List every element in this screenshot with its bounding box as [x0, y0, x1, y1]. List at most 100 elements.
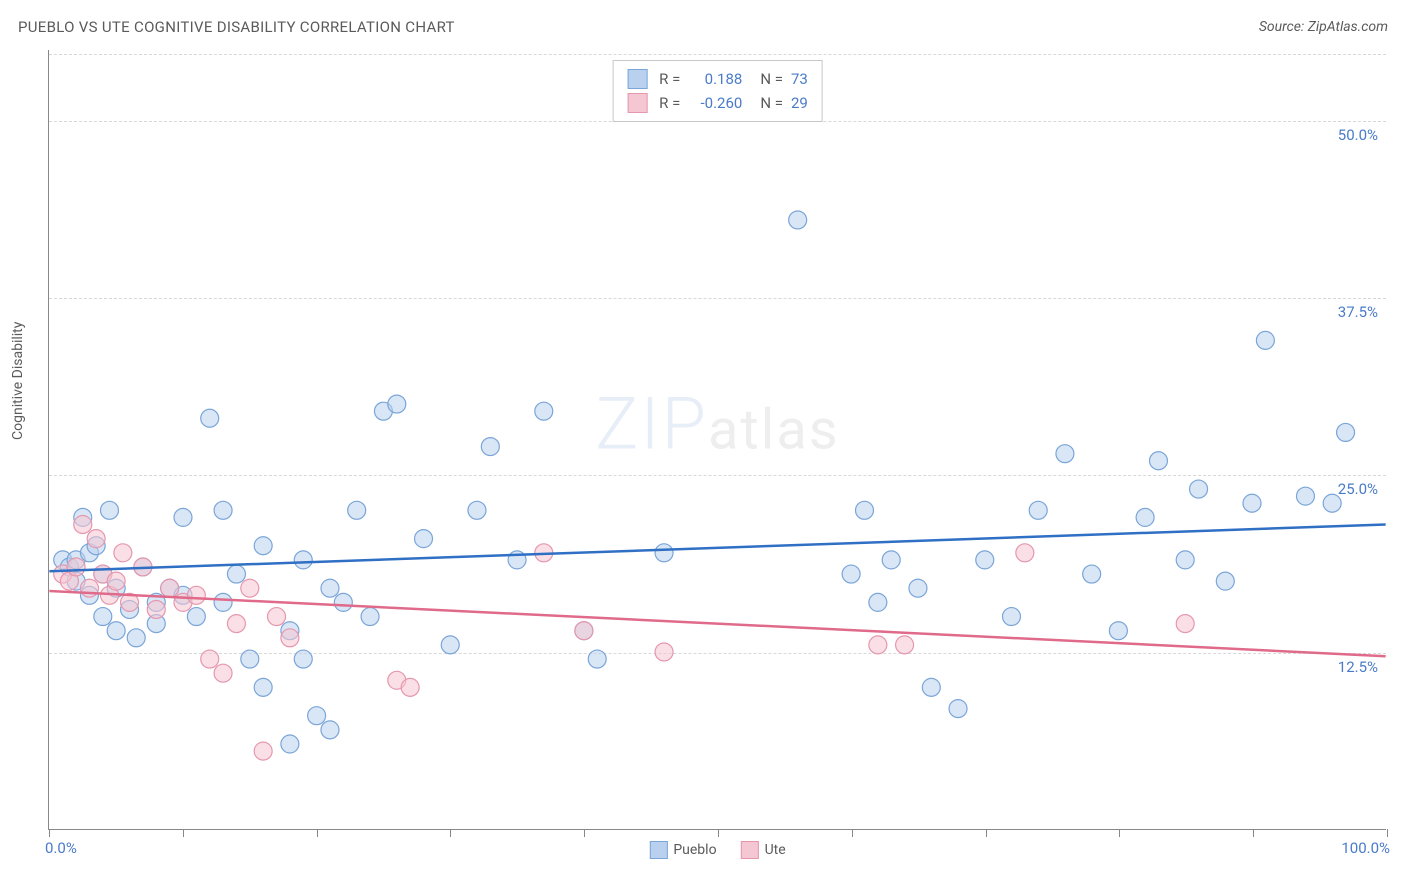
data-point	[321, 579, 339, 597]
data-point	[882, 551, 900, 569]
data-point	[87, 530, 105, 548]
data-point	[268, 608, 286, 626]
x-tick	[183, 829, 184, 837]
data-point	[1029, 501, 1047, 519]
data-point	[896, 636, 914, 654]
x-tick	[450, 829, 451, 837]
data-point	[308, 707, 326, 725]
data-point	[101, 501, 119, 519]
n-value-pueblo: 73	[791, 67, 808, 91]
x-tick	[1119, 829, 1120, 837]
source-attribution: Source: ZipAtlas.com	[1259, 19, 1388, 35]
x-tick	[317, 829, 318, 837]
x-tick	[49, 829, 50, 837]
data-point	[869, 593, 887, 611]
data-point	[214, 593, 232, 611]
x-axis-min-label: 0.0%	[45, 839, 77, 857]
data-point	[1243, 494, 1261, 512]
legend-swatch-ute	[627, 93, 647, 113]
data-point	[976, 551, 994, 569]
data-point	[388, 395, 406, 413]
data-point	[361, 608, 379, 626]
data-point	[281, 629, 299, 647]
data-point	[949, 700, 967, 718]
x-tick	[584, 829, 585, 837]
data-point	[1149, 452, 1167, 470]
plot-area: ZIPatlas R = 0.188 N = 73 R = -0.260 N =…	[48, 50, 1386, 830]
data-point	[147, 600, 165, 618]
data-point	[321, 721, 339, 739]
scatter-svg	[49, 50, 1386, 829]
data-point	[294, 551, 312, 569]
data-point	[842, 565, 860, 583]
chart-title: PUEBLO VS UTE COGNITIVE DISABILITY CORRE…	[18, 18, 455, 36]
chart-header: PUEBLO VS UTE COGNITIVE DISABILITY CORRE…	[18, 18, 1388, 36]
data-point	[1323, 494, 1341, 512]
legend-row-pueblo: R = 0.188 N = 73	[627, 67, 808, 91]
data-point	[107, 622, 125, 640]
series-legend: Pueblo Ute	[649, 841, 785, 859]
data-point	[227, 565, 245, 583]
data-point	[441, 636, 459, 654]
data-point	[856, 501, 874, 519]
data-point	[588, 650, 606, 668]
x-tick	[986, 829, 987, 837]
data-point	[575, 622, 593, 640]
data-point	[789, 211, 807, 229]
data-point	[922, 678, 940, 696]
data-point	[1136, 508, 1154, 526]
data-point	[468, 501, 486, 519]
legend-item-ute: Ute	[741, 841, 786, 859]
data-point	[415, 530, 433, 548]
data-point	[114, 544, 132, 562]
data-point	[227, 615, 245, 633]
data-point	[535, 402, 553, 420]
data-point	[201, 650, 219, 668]
x-tick	[1253, 829, 1254, 837]
legend-item-pueblo: Pueblo	[649, 841, 716, 859]
data-point	[214, 664, 232, 682]
data-point	[127, 629, 145, 647]
y-axis-label: Cognitive Disability	[10, 322, 26, 440]
data-point	[334, 593, 352, 611]
data-point	[107, 572, 125, 590]
legend-swatch-icon	[741, 841, 759, 859]
data-point	[869, 636, 887, 654]
data-point	[401, 678, 419, 696]
data-point	[187, 608, 205, 626]
data-point	[67, 558, 85, 576]
data-point	[1002, 608, 1020, 626]
n-value-ute: 29	[791, 91, 808, 115]
data-point	[187, 586, 205, 604]
data-point	[655, 643, 673, 661]
data-point	[1083, 565, 1101, 583]
data-point	[1190, 480, 1208, 498]
r-value-ute: -0.260	[688, 91, 742, 115]
legend-swatch-pueblo	[627, 69, 647, 89]
legend-swatch-icon	[649, 841, 667, 859]
x-tick	[1387, 829, 1388, 837]
correlation-legend: R = 0.188 N = 73 R = -0.260 N = 29	[612, 60, 823, 122]
data-point	[74, 515, 92, 533]
data-point	[94, 608, 112, 626]
data-point	[1337, 423, 1355, 441]
data-point	[1256, 331, 1274, 349]
data-point	[1296, 487, 1314, 505]
x-tick	[852, 829, 853, 837]
data-point	[214, 501, 232, 519]
data-point	[481, 438, 499, 456]
data-point	[348, 501, 366, 519]
x-tick	[718, 829, 719, 837]
r-value-pueblo: 0.188	[688, 67, 742, 91]
data-point	[281, 735, 299, 753]
data-point	[909, 579, 927, 597]
data-point	[1109, 622, 1127, 640]
data-point	[254, 678, 272, 696]
data-point	[1216, 572, 1234, 590]
data-point	[294, 650, 312, 668]
data-point	[1176, 615, 1194, 633]
data-point	[174, 508, 192, 526]
data-point	[241, 579, 259, 597]
data-point	[254, 537, 272, 555]
data-point	[241, 650, 259, 668]
